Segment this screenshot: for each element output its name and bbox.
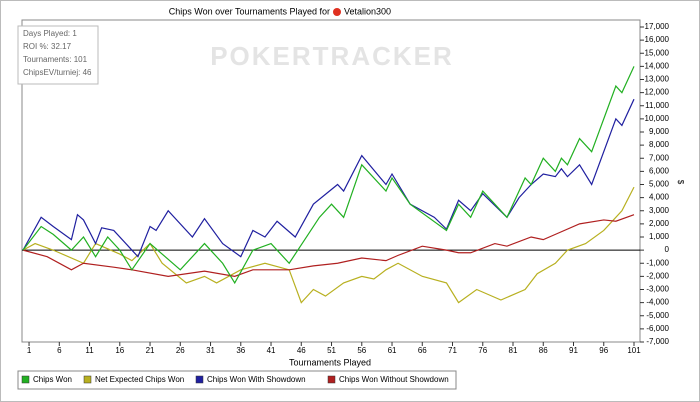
x-tick-label: 71 xyxy=(448,346,457,355)
y-tick-label: -5,000 xyxy=(646,311,669,320)
x-tick-label: 11 xyxy=(85,346,94,355)
x-tick-label: 1 xyxy=(27,346,32,355)
x-tick-label: 26 xyxy=(176,346,185,355)
legend-label: Net Expected Chips Won xyxy=(95,375,184,384)
y-tick-label: 15,000 xyxy=(645,48,670,57)
series-line xyxy=(22,214,635,277)
x-tick-label: 36 xyxy=(236,346,245,355)
y-tick-label: 0 xyxy=(665,245,670,254)
x-tick-label: 76 xyxy=(478,346,487,355)
stat-line: Days Played: 1 xyxy=(23,29,77,38)
x-tick-label: 66 xyxy=(418,346,427,355)
y-tick-label: 2,000 xyxy=(649,219,670,228)
legend-swatch xyxy=(83,375,92,384)
y-tick-label: 6,000 xyxy=(649,166,670,175)
y-tick-label: -2,000 xyxy=(646,271,669,280)
x-tick-label: 96 xyxy=(599,346,608,355)
y-tick-label: -3,000 xyxy=(646,285,669,294)
y-tick-label: -1,000 xyxy=(646,258,669,267)
stat-line: ROI %: 32.17 xyxy=(23,42,72,51)
y-tick-label: 4,000 xyxy=(649,193,670,202)
player-icon xyxy=(333,8,341,16)
y-tick-label: 17,000 xyxy=(645,22,670,31)
y-tick-label: 8,000 xyxy=(649,140,670,149)
y-tick-label: 3,000 xyxy=(649,206,670,215)
legend-swatch xyxy=(21,375,30,384)
y-tick-label: 10,000 xyxy=(645,114,670,123)
player-name: Vetalion300 xyxy=(344,6,391,16)
x-tick-label: 86 xyxy=(539,346,548,355)
x-tick-label: 101 xyxy=(627,346,641,355)
series-line xyxy=(22,66,635,285)
legend-label: Chips Won Without Showdown xyxy=(339,375,449,384)
y-tick-label: 7,000 xyxy=(649,153,670,162)
x-tick-label: 21 xyxy=(146,346,155,355)
chart-title: Chips Won over Tournaments Played for xyxy=(169,6,330,16)
y-tick-label: -4,000 xyxy=(646,298,669,307)
x-tick-label: 56 xyxy=(357,346,366,355)
y-tick-label: 12,000 xyxy=(645,88,670,97)
legend-label: Chips Won xyxy=(33,375,72,384)
y-tick-label: 14,000 xyxy=(645,61,670,70)
x-tick-label: 61 xyxy=(388,346,397,355)
x-tick-label: 31 xyxy=(206,346,215,355)
x-tick-label: 16 xyxy=(115,346,124,355)
legend-swatch xyxy=(327,375,336,384)
y-tick-label: 13,000 xyxy=(645,75,670,84)
x-tick-label: 91 xyxy=(569,346,578,355)
watermark: POKERTRACKER xyxy=(210,41,454,71)
legend-label: Chips Won With Showdown xyxy=(207,375,306,384)
series-line xyxy=(22,98,635,258)
y-tick-label: -7,000 xyxy=(646,337,669,346)
x-axis-label: Tournaments Played xyxy=(289,357,371,367)
y-tick-label: 5,000 xyxy=(649,180,670,189)
y-axis-label: $ xyxy=(676,180,685,185)
x-tick-label: 41 xyxy=(267,346,276,355)
series-line xyxy=(22,186,635,304)
y-tick-label: -6,000 xyxy=(646,324,669,333)
x-tick-label: 46 xyxy=(297,346,306,355)
plot-frame xyxy=(21,19,641,343)
stat-line: Tournaments: 101 xyxy=(23,55,88,64)
y-tick-label: 16,000 xyxy=(645,35,670,44)
x-tick-label: 6 xyxy=(57,346,62,355)
x-tick-label: 81 xyxy=(509,346,518,355)
y-tick-label: 1,000 xyxy=(649,232,670,241)
legend-swatch xyxy=(195,375,204,384)
stats-box xyxy=(17,25,99,85)
stat-line: ChipsEV/turniej: 46 xyxy=(23,68,92,77)
y-tick-label: 9,000 xyxy=(649,127,670,136)
y-tick-label: 11,000 xyxy=(645,101,669,110)
legend-box xyxy=(17,370,457,390)
x-tick-label: 51 xyxy=(327,346,336,355)
